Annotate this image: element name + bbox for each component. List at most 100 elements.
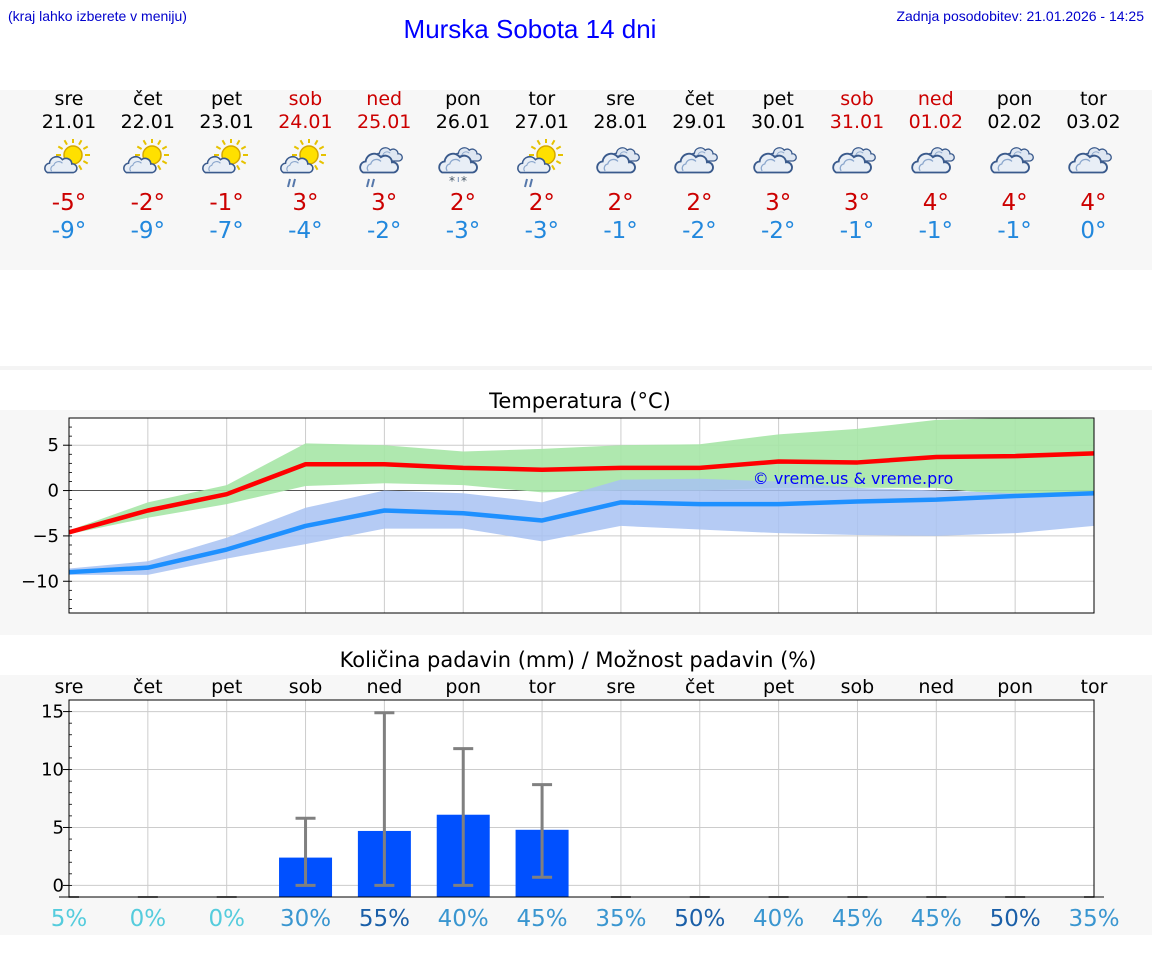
max-temp: 2° <box>528 190 555 216</box>
day-name: sob <box>288 88 323 110</box>
plot-frame <box>68 417 1095 614</box>
day-name: ned <box>917 88 954 110</box>
day-name: pon <box>445 88 481 110</box>
day-column: tor 27.01 2° -3° <box>504 88 580 245</box>
x-category-label: sob <box>841 676 875 698</box>
day-name: sob <box>840 88 874 110</box>
sun-cloud-icon <box>31 139 107 189</box>
max-temp: 2° <box>686 190 713 216</box>
cloud-icon <box>977 139 1053 189</box>
precip-probability: 0% <box>130 906 167 932</box>
cloud-icon <box>898 139 974 189</box>
cloud-snow-icon: * ı * <box>425 139 501 189</box>
day-name: pet <box>762 88 794 110</box>
x-category-label: čet <box>133 676 163 698</box>
precip-probability: 30% <box>280 906 331 932</box>
x-category-label: pon <box>445 676 481 698</box>
day-name: ned <box>366 88 403 110</box>
y-tick-label: −5 <box>32 526 59 547</box>
max-temp: 3° <box>371 190 398 216</box>
min-temp: -2° <box>760 218 796 244</box>
cloud-icon <box>819 139 895 189</box>
cloud-icon <box>740 139 816 189</box>
precip-probability: 45% <box>832 906 883 932</box>
day-date: 03.02 <box>1066 111 1121 133</box>
day-date: 23.01 <box>199 111 254 133</box>
daily-forecast-panel <box>0 90 1152 270</box>
min-temp: -2° <box>366 218 402 244</box>
day-name: sre <box>54 88 84 110</box>
precip-probability: 35% <box>595 906 646 932</box>
precip-probability: 55% <box>359 906 410 932</box>
day-column: pet 30.01 3° -2° <box>740 88 816 245</box>
min-temp: -1° <box>997 218 1032 244</box>
min-temp: -9° <box>51 218 87 244</box>
day-name: tor <box>1079 88 1107 110</box>
max-temp-line <box>68 451 1095 535</box>
precip-probability: 35% <box>1068 906 1119 932</box>
day-date: 02.02 <box>987 111 1042 133</box>
plot-frame <box>68 699 1095 898</box>
precipitation-chart: Količina padavin (mm) / Možnost padavin … <box>41 648 1119 932</box>
min-temp: -4° <box>288 218 323 244</box>
day-name: pet <box>210 88 243 110</box>
min-temp: -3° <box>524 218 560 244</box>
chart-title: Količina padavin (mm) / Možnost padavin … <box>340 648 817 672</box>
precip-probability: 40% <box>753 906 804 932</box>
day-column: ned 25.01 3° -2° <box>346 88 422 245</box>
day-date: 21.01 <box>41 111 97 133</box>
max-temp: -1° <box>209 190 244 216</box>
svg-text:ı: ı <box>457 175 460 185</box>
min-temp: -7° <box>209 218 244 244</box>
day-date: 01.02 <box>908 111 963 133</box>
plot-area <box>69 700 1094 897</box>
day-date: 29.01 <box>672 111 727 133</box>
day-date: 22.01 <box>120 111 175 133</box>
max-temp: 2° <box>449 190 477 216</box>
day-date: 24.01 <box>278 111 333 133</box>
y-tick-label: 5 <box>53 817 64 838</box>
y-tick-label: −10 <box>21 571 59 592</box>
day-column: sre 21.01 -5° -9° <box>31 88 107 245</box>
precip-probability: 5% <box>51 906 88 932</box>
day-column: sob 24.01 3° -4° <box>267 88 343 245</box>
x-category-label: sre <box>606 676 635 698</box>
day-name: sre <box>606 88 636 110</box>
day-date: 26.01 <box>435 111 491 133</box>
y-tick-label: 10 <box>41 760 64 781</box>
day-column: sre 28.01 2° -1° <box>583 88 659 245</box>
sun-cloud-icon <box>110 139 186 189</box>
min-temp: -3° <box>445 218 481 244</box>
x-category-label: sre <box>55 676 84 698</box>
x-category-label: pet <box>211 676 242 698</box>
precip-probability: 40% <box>438 906 489 932</box>
x-category-label: čet <box>685 676 715 698</box>
watermark: © vreme.us & vreme.pro <box>753 469 954 488</box>
precip-probability: 50% <box>990 906 1041 932</box>
max-temp: 4° <box>1080 190 1107 216</box>
cloud-icon <box>1055 139 1131 189</box>
sun-cloud-rain-icon <box>267 139 343 189</box>
max-temp: 4° <box>922 190 949 216</box>
last-updated: Zadnja posodobitev: 21.01.2026 - 14:25 <box>896 8 1144 24</box>
precip-probability: 45% <box>517 906 568 932</box>
chart-title: Temperatura (°C) <box>488 389 671 413</box>
precip-probability: 50% <box>674 906 725 932</box>
max-temp: 3° <box>843 190 871 216</box>
y-tick-label: 5 <box>48 435 59 456</box>
city-select-hint[interactable]: (kraj lahko izberete v meniju) <box>8 8 187 24</box>
svg-text:*: * <box>461 174 467 188</box>
cloud-icon <box>661 139 737 189</box>
max-temp: 2° <box>607 190 634 216</box>
precip-probability: 0% <box>208 906 245 932</box>
max-temp: -5° <box>51 190 87 216</box>
day-column: pon 26.01 * ı * 2° -3° <box>425 88 501 245</box>
y-tick-label: 0 <box>48 481 59 502</box>
day-name: čet <box>684 88 715 110</box>
day-date: 28.01 <box>593 111 648 133</box>
day-name: čet <box>133 88 163 110</box>
day-name: pon <box>996 88 1033 110</box>
day-name: tor <box>528 88 556 110</box>
min-temp: -9° <box>130 218 166 244</box>
x-category-label: tor <box>529 676 556 698</box>
